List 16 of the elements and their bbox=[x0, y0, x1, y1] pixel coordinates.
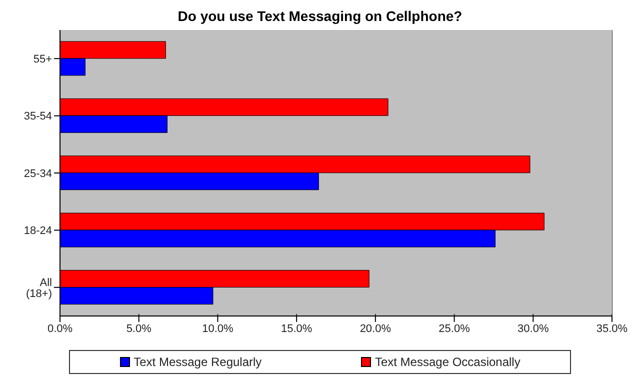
y-tick-label: 18-24 bbox=[24, 225, 52, 238]
y-tick-label: 35-54 bbox=[24, 110, 52, 123]
x-tick-label: 20.0% bbox=[360, 322, 392, 335]
legend-label: Text Message Occasionally bbox=[374, 355, 520, 369]
x-tick-label: 0.0% bbox=[47, 322, 73, 335]
y-tick-label: 25-34 bbox=[24, 168, 52, 180]
x-tick-label: 5.0% bbox=[126, 322, 152, 335]
x-tick-label: 35.0% bbox=[596, 322, 628, 335]
x-tick-label: 30.0% bbox=[518, 322, 549, 335]
x-tick-label: 25.0% bbox=[438, 322, 470, 335]
chart-title: Do you use Text Messaging on Cellphone? bbox=[176, 8, 464, 26]
y-tick-label: 55+ bbox=[33, 54, 52, 66]
legend-label: Text Message Regularly bbox=[132, 355, 262, 369]
y-tick-label: All (18+) bbox=[26, 276, 52, 300]
x-tick-label: 15.0% bbox=[280, 322, 312, 335]
x-tick-label: 10.0% bbox=[202, 322, 234, 335]
